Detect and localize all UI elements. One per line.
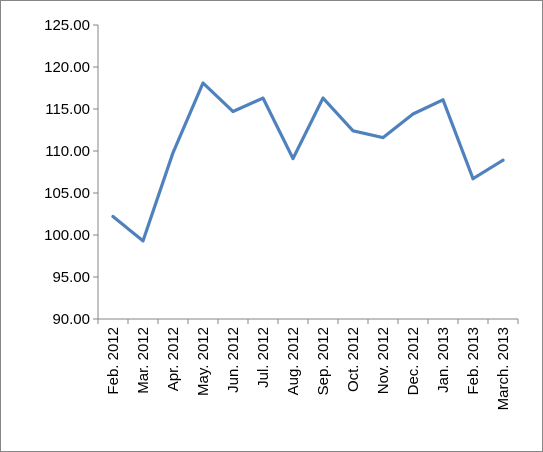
data-point	[321, 96, 325, 100]
x-tick-label: Nov. 2012	[375, 327, 392, 394]
data-point	[261, 96, 265, 100]
series-group	[111, 81, 505, 243]
data-point	[381, 136, 385, 140]
series-line	[111, 81, 505, 243]
data-point	[291, 157, 295, 161]
y-tick-label: 120.00	[44, 59, 90, 76]
y-tick-label: 105.00	[44, 185, 90, 202]
y-tick-label: 110.00	[45, 143, 90, 160]
data-point	[501, 158, 505, 162]
x-tick-label: Jan. 2013	[435, 327, 452, 393]
x-tick-label: Jun. 2012	[225, 327, 242, 393]
data-point	[171, 151, 175, 155]
x-tick-label: Oct. 2012	[345, 327, 362, 392]
x-tick-label: Feb. 2013	[465, 327, 482, 395]
y-tick-label: 100.00	[44, 227, 90, 244]
x-tick-label: Dec. 2012	[405, 327, 422, 395]
x-tick-label: Apr. 2012	[165, 327, 182, 391]
y-tick-label: 125.00	[44, 17, 90, 34]
data-point	[141, 239, 145, 243]
x-tick-label: May. 2012	[195, 327, 212, 396]
x-tick-label: Mar. 2012	[135, 327, 152, 394]
x-tick-label: Aug. 2012	[285, 327, 302, 395]
x-tick-label: Jul. 2012	[255, 327, 272, 388]
data-point	[201, 81, 205, 85]
y-axis: 90.00 95.00 100.00 105.00 110.00 115.00 120.00…	[44, 17, 99, 328]
data-point	[351, 129, 355, 133]
x-axis: Feb. 2012 Mar. 2012 Apr. 2012 May. 2012 Jun.…	[97, 318, 519, 410]
y-tick-label: 115.00	[45, 101, 90, 118]
y-tick-label: 95.00	[52, 269, 90, 286]
data-point	[411, 112, 415, 116]
data-point	[441, 98, 445, 102]
y-tick-label: 90.00	[52, 311, 90, 328]
data-point	[111, 215, 115, 218]
data-point	[231, 110, 235, 113]
x-tick-label: Feb. 2012	[105, 327, 122, 395]
x-tick-label: Sep. 2012	[315, 327, 332, 395]
x-tick-label: March. 2013	[495, 327, 512, 410]
data-point	[471, 177, 475, 181]
